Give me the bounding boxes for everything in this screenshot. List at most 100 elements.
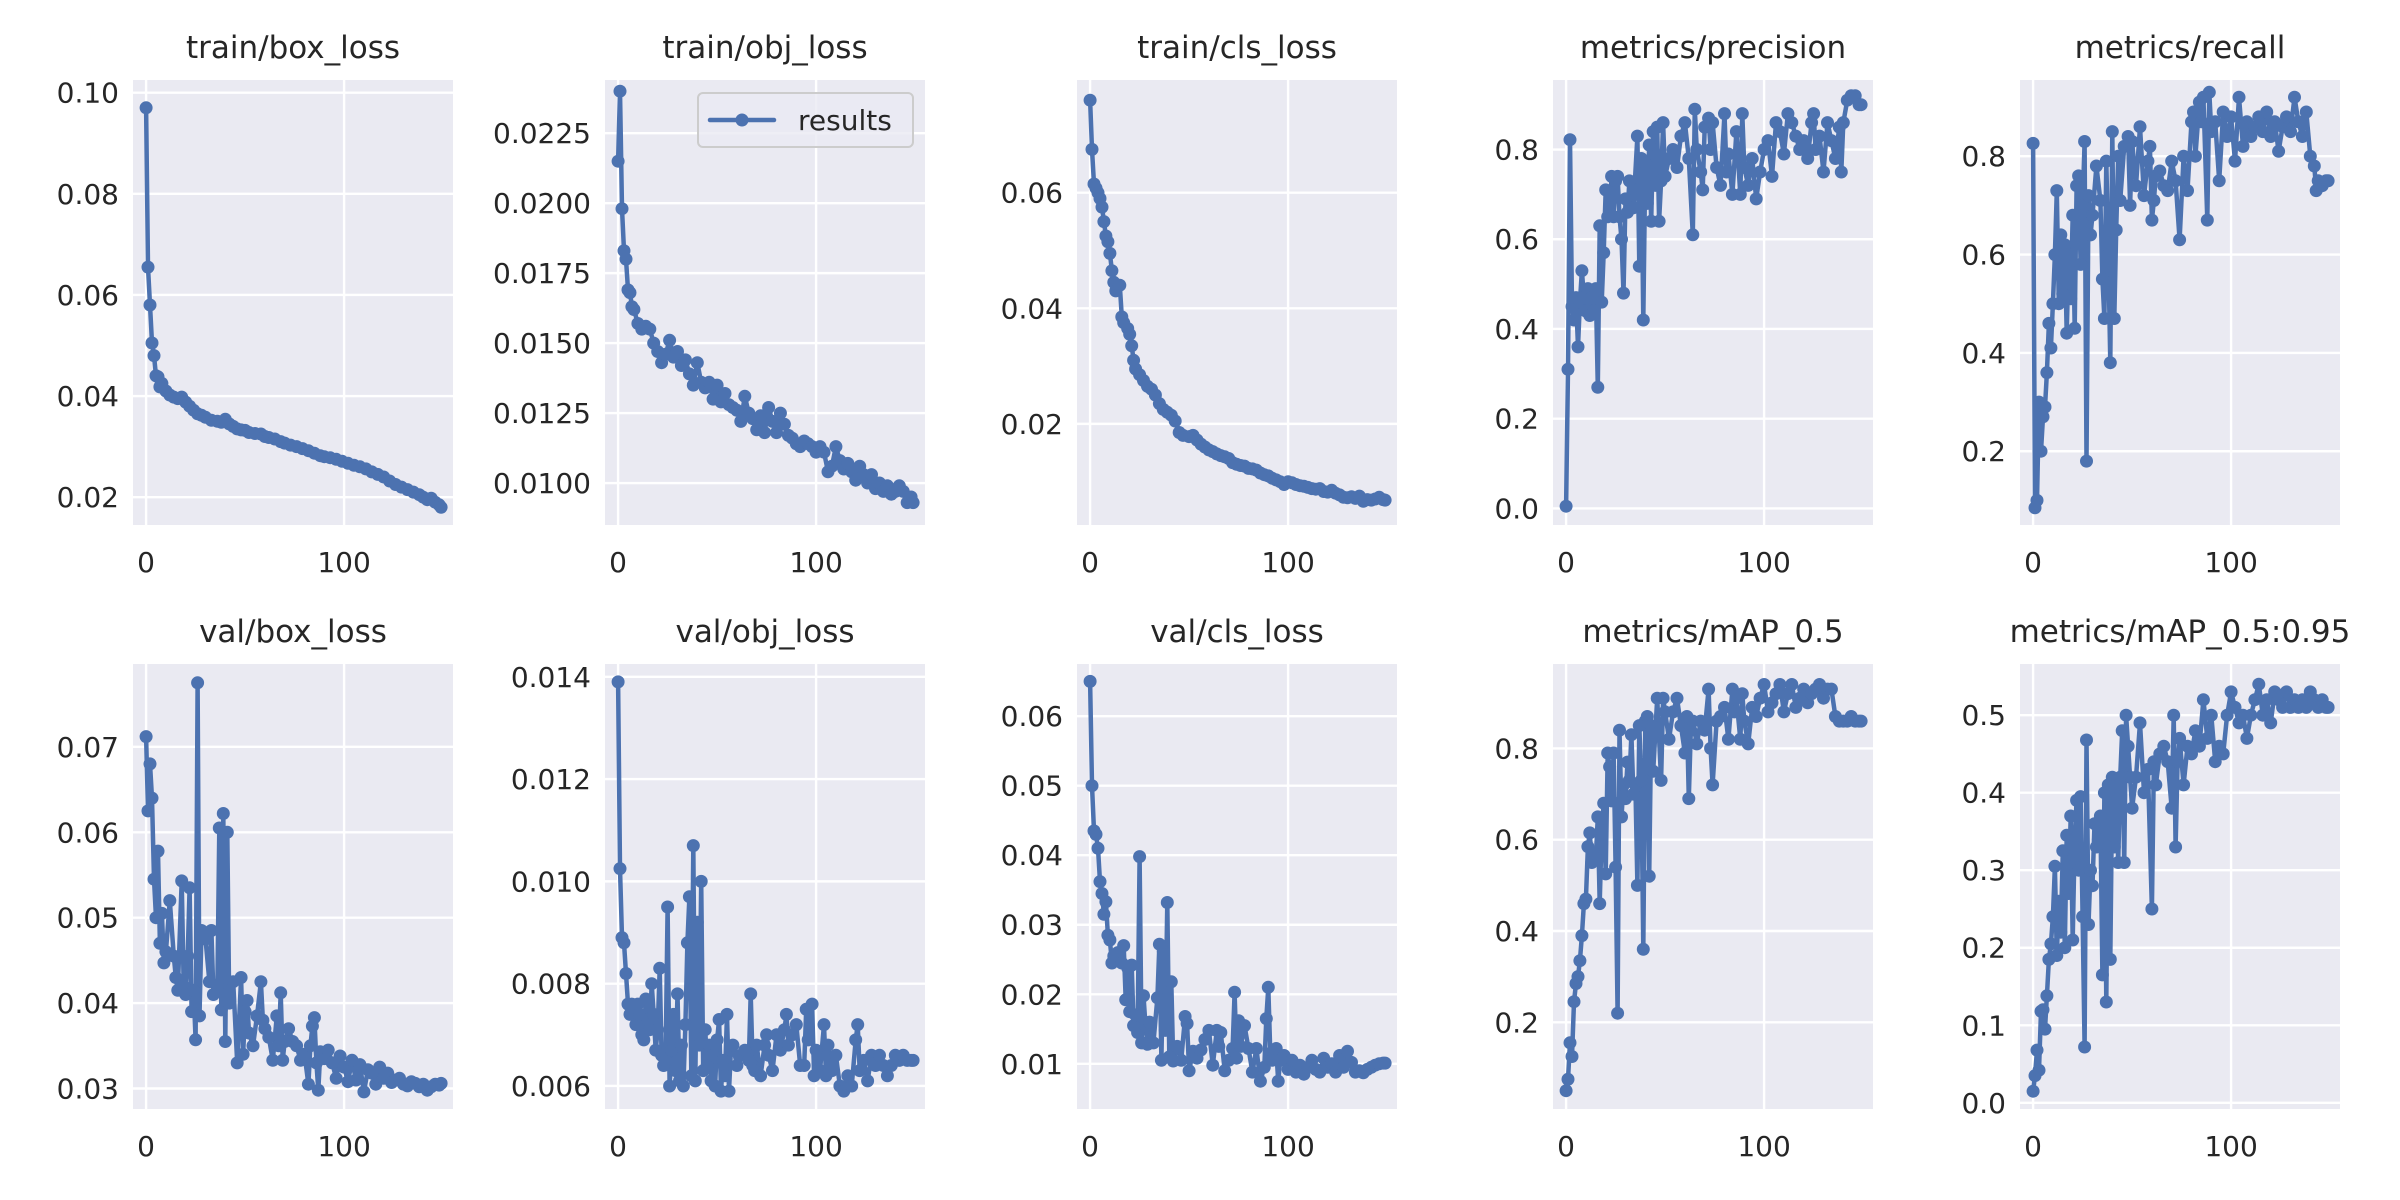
data-point xyxy=(143,298,157,312)
data-point xyxy=(682,367,696,381)
y-tick-label: 0.5 xyxy=(1961,699,2006,732)
subplot-title: train/box_loss xyxy=(186,30,400,66)
y-tick-label: 0.008 xyxy=(511,968,591,1001)
subplot-title: val/box_loss xyxy=(199,614,387,650)
data-point xyxy=(690,356,704,370)
data-point xyxy=(1737,161,1751,174)
data-point xyxy=(2220,708,2234,722)
data-point xyxy=(169,971,183,984)
y-tick-label: 0.0 xyxy=(1961,1087,2006,1120)
data-point xyxy=(766,1064,779,1078)
y-tick-label: 0.05 xyxy=(57,902,119,935)
data-point xyxy=(1129,1008,1143,1022)
data-point xyxy=(1591,810,1605,824)
data-point xyxy=(2187,105,2200,119)
data-point xyxy=(321,1043,335,1057)
data-point xyxy=(2224,110,2238,124)
y-tick-label: 0.04 xyxy=(1001,839,1063,872)
data-point xyxy=(1559,1084,1573,1098)
data-point xyxy=(1615,810,1628,824)
data-point xyxy=(706,1048,720,1062)
subplot-val-cls-loss: 0.01 0.02 0.03 0.04 0.05 0.06 0 100 val/cls_loss xyxy=(1001,614,1397,1163)
data-point xyxy=(1854,714,1868,728)
data-point xyxy=(760,1028,774,1042)
data-point xyxy=(1642,138,1656,152)
data-point xyxy=(2299,700,2313,714)
data-point xyxy=(183,881,197,895)
data-point xyxy=(2272,144,2286,158)
subplot-train-cls-loss: 0.02 0.04 0.06 0 100 train/cls_loss xyxy=(1001,30,1397,579)
data-point xyxy=(1206,1058,1220,1072)
data-point xyxy=(1690,737,1704,751)
data-point xyxy=(1735,107,1749,121)
data-point xyxy=(1230,1051,1244,1065)
data-point xyxy=(686,839,700,853)
data-point xyxy=(730,1059,744,1072)
data-point xyxy=(1662,732,1676,746)
subplot-metrics-map-0-5: 0.2 0.4 0.6 0.8 0 100 metrics/mAP_0.5 xyxy=(1494,614,1873,1163)
data-point xyxy=(1097,215,1111,229)
data-point xyxy=(2244,130,2258,143)
data-point xyxy=(246,1039,260,1053)
data-point xyxy=(2121,739,2135,753)
data-point xyxy=(667,1007,680,1021)
data-point xyxy=(1666,143,1680,156)
data-point xyxy=(762,1048,776,1062)
data-point xyxy=(2295,130,2309,143)
data-point xyxy=(1636,313,1650,327)
data-point xyxy=(1146,1036,1160,1050)
data-point xyxy=(2291,115,2305,129)
data-point xyxy=(2236,139,2250,153)
data-point xyxy=(220,825,234,839)
data-point xyxy=(1168,414,1182,428)
data-point xyxy=(2165,154,2179,168)
data-point xyxy=(1624,728,1638,742)
data-point xyxy=(2070,179,2084,193)
y-tick-label: 0.0125 xyxy=(493,397,591,430)
data-point xyxy=(1212,1039,1226,1053)
data-point xyxy=(1634,773,1648,787)
data-point xyxy=(2058,238,2072,252)
data-point xyxy=(290,1039,304,1053)
data-point xyxy=(1605,794,1619,808)
data-point xyxy=(615,202,629,216)
data-point xyxy=(801,1033,815,1047)
x-tick-label: 0 xyxy=(137,546,155,579)
data-point xyxy=(1834,165,1848,179)
data-point xyxy=(2072,863,2086,877)
data-point xyxy=(730,403,744,417)
y-tick-label: 0.05 xyxy=(1001,770,1063,803)
y-tick-label: 0.10 xyxy=(57,77,119,110)
data-point xyxy=(1589,282,1603,296)
data-point xyxy=(2084,863,2097,877)
data-point xyxy=(1777,147,1791,161)
data-point xyxy=(1214,1026,1228,1039)
data-point xyxy=(1341,1044,1354,1058)
data-point xyxy=(766,414,779,428)
data-point xyxy=(2099,154,2113,168)
data-point xyxy=(2076,198,2090,212)
data-point xyxy=(1261,980,1275,994)
data-point xyxy=(1749,710,1763,723)
data-point xyxy=(2089,159,2103,173)
data-point xyxy=(637,1033,651,1047)
data-point xyxy=(805,997,819,1011)
data-point xyxy=(1089,827,1103,841)
data-point xyxy=(2288,90,2301,104)
data-point xyxy=(2064,809,2078,823)
data-point xyxy=(1642,869,1656,883)
data-point xyxy=(1813,129,1826,143)
subplot-title: metrics/recall xyxy=(2075,30,2286,66)
data-point xyxy=(2042,316,2056,330)
data-point xyxy=(2202,85,2216,99)
data-point xyxy=(1567,313,1581,327)
x-tick-label: 100 xyxy=(789,1130,842,1163)
data-point xyxy=(1170,1039,1184,1053)
data-point xyxy=(718,387,732,400)
data-point xyxy=(434,500,448,514)
x-tick-label: 100 xyxy=(1737,1130,1790,1163)
data-point xyxy=(2165,801,2179,815)
data-point xyxy=(1565,1050,1579,1063)
data-point xyxy=(1095,200,1109,214)
x-tick-label: 100 xyxy=(2204,1130,2257,1163)
